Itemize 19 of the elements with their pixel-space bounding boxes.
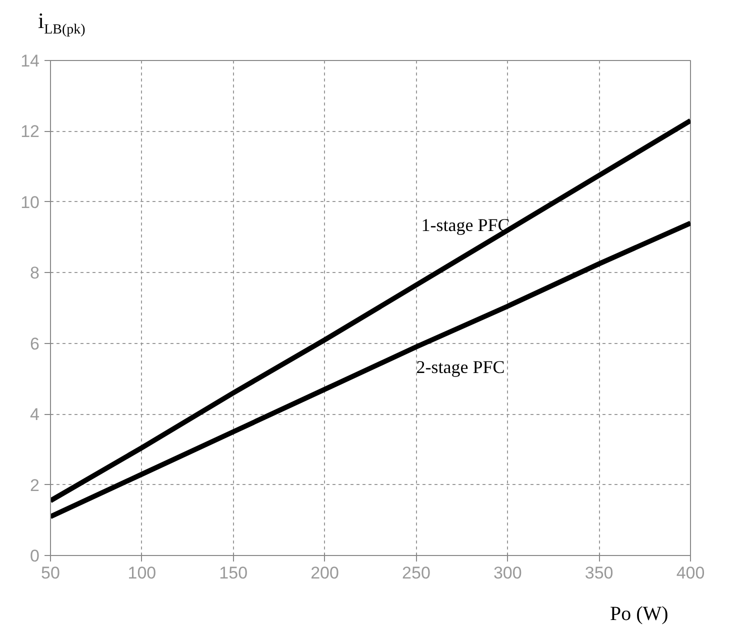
series-label: 2-stage PFC <box>416 356 505 377</box>
y-tick-label: 8 <box>30 264 40 283</box>
y-tick-label: 2 <box>30 476 40 495</box>
y-axis-title: i$_{LB(pk)}$ <box>38 7 86 40</box>
x-tick-label: 350 <box>584 564 614 582</box>
y-tick-label: 0 <box>30 546 40 566</box>
y-tick-label: 6 <box>30 334 40 354</box>
x-tick-label: 50 <box>41 564 60 582</box>
x-tick-label: 250 <box>402 564 430 582</box>
y-tick-label: 4 <box>30 405 40 424</box>
y-tick-label: 14 <box>20 52 40 70</box>
x-tick-label: 300 <box>493 564 522 582</box>
x-tick-label: 200 <box>310 564 339 582</box>
x-tick-label: 100 <box>128 564 156 582</box>
x-tick-label: 150 <box>219 564 248 582</box>
y-tick-label: 10 <box>20 192 40 212</box>
x-axis-title: Po (W) <box>610 602 668 627</box>
x-tick-label: 400 <box>676 564 705 582</box>
y-tick-label: 12 <box>20 122 40 142</box>
